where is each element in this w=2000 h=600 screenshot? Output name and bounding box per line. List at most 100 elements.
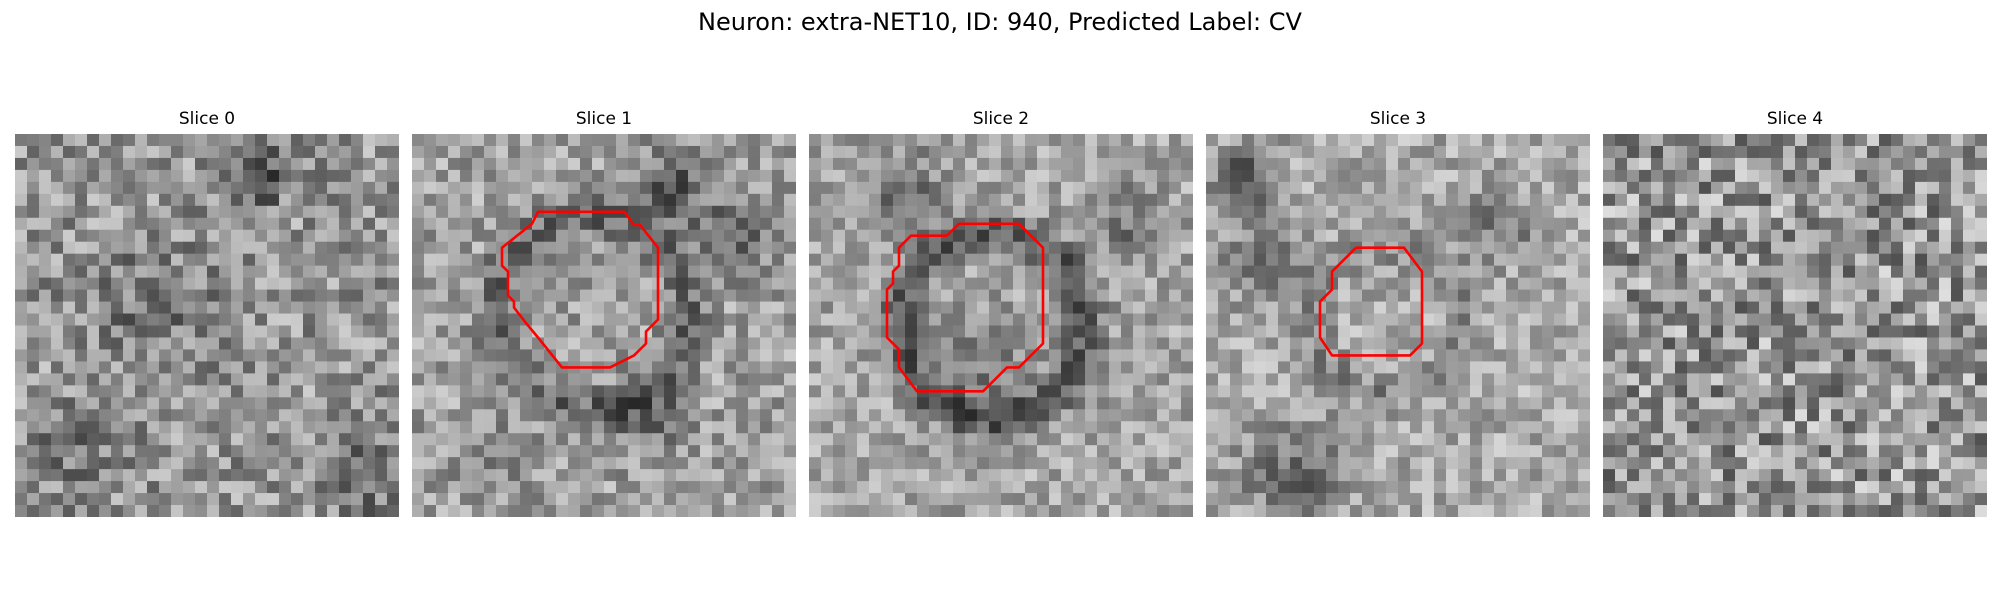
pixel: [111, 169, 124, 183]
pixel: [111, 361, 124, 374]
pixel: [809, 397, 822, 410]
pixel: [159, 157, 172, 171]
pixel: [1121, 361, 1134, 374]
pixel: [1819, 217, 1832, 231]
pixel: [1266, 373, 1279, 386]
pixel: [809, 481, 822, 494]
pixel: [1795, 325, 1808, 339]
pixel: [1338, 265, 1351, 279]
pixel: [315, 277, 328, 291]
pixel: [448, 421, 461, 434]
pixel: [1049, 301, 1062, 315]
pixel: [1783, 217, 1796, 231]
pixel: [1819, 349, 1832, 363]
pixel: [255, 409, 268, 422]
pixel: [51, 145, 64, 159]
pixel: [544, 169, 557, 183]
pixel: [1518, 277, 1531, 291]
pixel: [327, 481, 340, 494]
pixel: [339, 349, 352, 363]
pixel: [1554, 445, 1567, 458]
pixel: [929, 421, 942, 434]
pixel: [231, 409, 244, 422]
pixel: [1290, 241, 1303, 255]
pixel: [291, 241, 304, 255]
pixel: [688, 505, 701, 517]
pixel: [917, 217, 930, 231]
pixel: [111, 433, 124, 446]
pixel: [387, 445, 399, 458]
pixel: [652, 409, 665, 422]
pixel: [1073, 421, 1086, 434]
pixel: [87, 217, 100, 231]
pixel: [339, 134, 352, 147]
pixel: [809, 134, 822, 147]
pixel: [1206, 289, 1219, 303]
pixel: [87, 145, 100, 159]
pixel: [905, 193, 918, 207]
pixel: [183, 181, 196, 195]
pixel: [1206, 313, 1219, 327]
pixel: [1458, 253, 1471, 267]
pixel: [881, 241, 894, 255]
pixel: [1783, 289, 1796, 303]
pixel: [772, 469, 785, 482]
pixel: [1218, 134, 1231, 147]
pixel: [472, 145, 485, 159]
pixel: [736, 253, 749, 267]
pixel: [472, 134, 485, 147]
pixel: [688, 229, 701, 243]
pixel: [1675, 169, 1688, 183]
pixel: [1903, 181, 1916, 195]
pixel: [772, 134, 785, 147]
pixel: [833, 265, 846, 279]
pixel: [1963, 445, 1976, 458]
pixel: [784, 505, 796, 517]
pixel: [1458, 181, 1471, 195]
pixel: [724, 445, 737, 458]
pixel: [1819, 337, 1832, 351]
pixel: [736, 469, 749, 482]
pixel: [736, 421, 749, 434]
pixel: [1783, 457, 1796, 470]
pixel: [568, 445, 581, 458]
pixel: [1206, 229, 1219, 243]
pixel: [724, 169, 737, 183]
pixel: [1025, 289, 1038, 303]
pixel: [291, 421, 304, 434]
pixel: [15, 289, 28, 303]
pixel: [1542, 313, 1555, 327]
pixel: [1975, 157, 1987, 171]
pixel: [857, 445, 870, 458]
pixel: [941, 445, 954, 458]
pixel: [604, 253, 617, 267]
pixel: [1458, 409, 1471, 422]
pixel: [460, 193, 473, 207]
pixel: [1807, 157, 1820, 171]
pixel: [183, 481, 196, 494]
pixel: [1350, 421, 1363, 434]
pixel: [1338, 169, 1351, 183]
pixel: [75, 409, 88, 422]
pixel: [1446, 433, 1459, 446]
pixel: [1891, 277, 1904, 291]
pixel: [243, 241, 256, 255]
pixel: [1254, 145, 1267, 159]
pixel: [965, 301, 978, 315]
pixel: [845, 313, 858, 327]
pixel: [1627, 229, 1640, 243]
pixel: [1133, 373, 1146, 386]
pixel: [1675, 157, 1688, 171]
pixel: [1627, 134, 1640, 147]
pixel: [1963, 181, 1976, 195]
pixel: [1951, 193, 1964, 207]
pixel: [1903, 229, 1916, 243]
pixel: [1867, 373, 1880, 386]
pixel: [628, 505, 641, 517]
pixel: [1807, 229, 1820, 243]
pixel: [1831, 145, 1844, 159]
pixel: [604, 229, 617, 243]
pixel: [917, 361, 930, 374]
pixel: [905, 505, 918, 517]
pixel: [917, 313, 930, 327]
